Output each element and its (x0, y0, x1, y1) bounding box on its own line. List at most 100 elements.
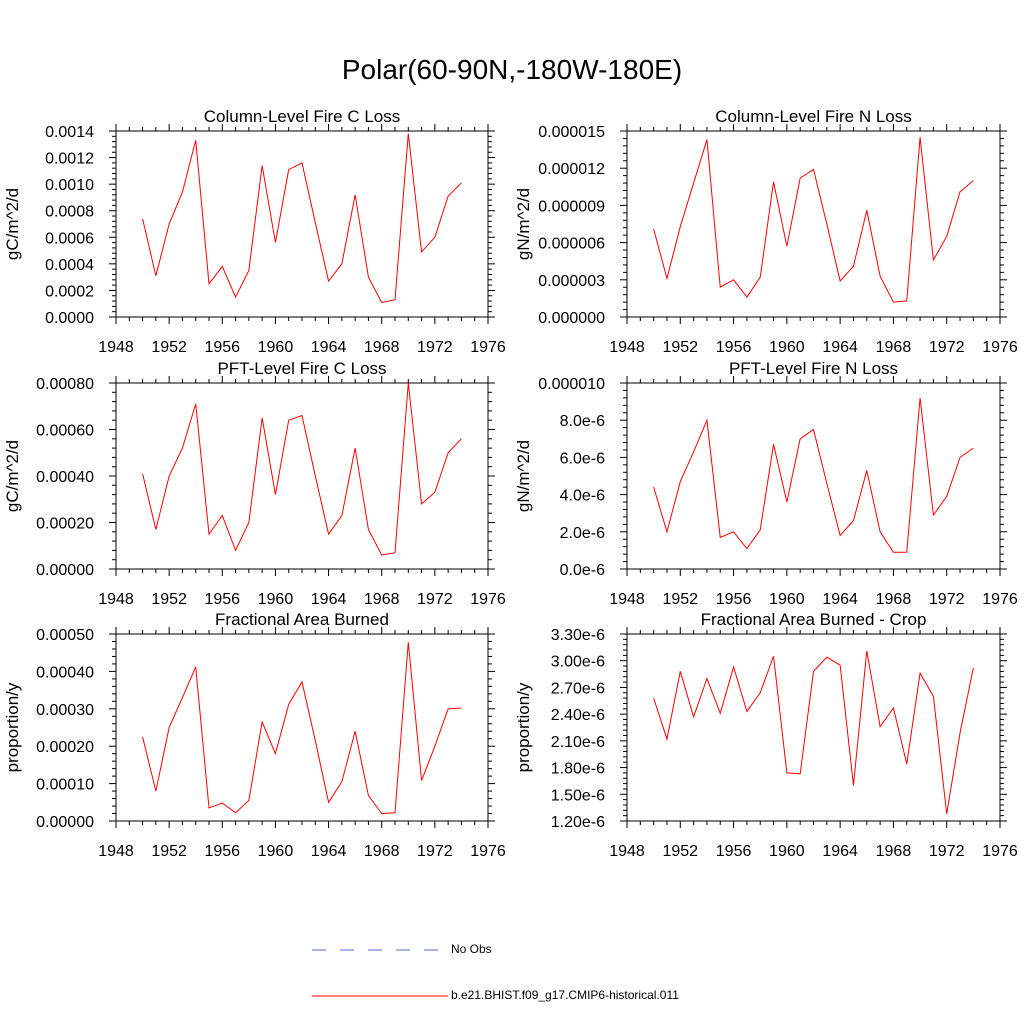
y-tick-label: 0.000012 (538, 161, 605, 178)
x-tick-label: 1968 (876, 339, 912, 356)
y-axis-label: gC/m^2/d (3, 440, 22, 512)
x-tick-label: 1976 (470, 591, 506, 608)
x-tick-label: 1956 (716, 339, 752, 356)
y-tick-label: 0.000010 (538, 376, 605, 393)
legend-label-model-run: b.e21.BHIST.f09_g17.CMIP6-historical.011 (451, 988, 679, 1002)
y-tick-label: 0.0014 (45, 124, 94, 141)
chart-panel-1: Column-Level Fire C Loss gC/m^2/d 1948 1952… (3, 107, 506, 356)
x-tick-label: 1968 (364, 843, 400, 860)
x-tick-label: 1972 (417, 591, 453, 608)
y-tick-label: 3.00e-6 (551, 654, 605, 671)
x-tick-label: 1972 (417, 843, 453, 860)
x-tick-label: 1976 (982, 843, 1018, 860)
x-tick-label: 1960 (258, 591, 294, 608)
y-tick-label: 4.0e-6 (560, 488, 605, 505)
plot-frame (115, 130, 489, 318)
y-tick-label: 0.0002 (45, 283, 94, 300)
x-tick-label: 1948 (98, 339, 134, 356)
y-tick-label: 1.50e-6 (551, 787, 605, 804)
chart-panel-2: Column-Level Fire N Loss gN/m^2/d 1948 1952… (514, 107, 1018, 356)
y-tick-label: 2.70e-6 (551, 680, 605, 697)
y-tick-label: 0.00020 (36, 739, 94, 756)
series-line-1 (653, 650, 974, 814)
x-tick-label: 1972 (417, 339, 453, 356)
chart-title: Column-Level Fire N Loss (715, 107, 912, 126)
x-tick-label: 1976 (982, 591, 1018, 608)
x-tick-label: 1956 (716, 843, 752, 860)
y-tick-label: 0.0e-6 (560, 562, 605, 579)
y-tick-label: 0.0010 (45, 177, 94, 194)
x-tick-label: 1972 (929, 591, 965, 608)
x-tick-label: 1964 (822, 339, 858, 356)
y-tick-label: 3.30e-6 (551, 627, 605, 644)
y-tick-label: 0.00000 (36, 814, 94, 831)
y-tick-label: 0.000015 (538, 124, 605, 141)
y-tick-label: 0.00010 (36, 777, 94, 794)
y-tick-label: 0.0006 (45, 230, 94, 247)
legend-item-no-obs: No Obs (312, 940, 512, 960)
x-tick-label: 1948 (609, 339, 645, 356)
y-axis-label: gN/m^2/d (514, 440, 533, 512)
x-tick-label: 1964 (822, 591, 858, 608)
y-axis-label: proportion/y (514, 682, 533, 772)
chart-panel-4: PFT-Level Fire N Loss gN/m^2/d 1948 1952 195… (514, 359, 1018, 608)
legend-line-solid (312, 995, 448, 997)
legend-item-model-run: b.e21.BHIST.f09_g17.CMIP6-historical.011 (312, 986, 732, 1006)
x-tick-label: 1956 (204, 339, 240, 356)
y-axis-label: gN/m^2/d (514, 188, 533, 260)
chart-title: PFT-Level Fire C Loss (217, 359, 386, 378)
chart-panel-3: PFT-Level Fire C Loss gC/m^2/d 1948 1952 195… (3, 359, 506, 608)
x-tick-label: 1968 (876, 591, 912, 608)
x-tick-label: 1948 (609, 591, 645, 608)
y-tick-label: 0.000006 (538, 236, 605, 253)
x-tick-label: 1968 (876, 843, 912, 860)
y-tick-label: 8.0e-6 (560, 413, 605, 430)
x-tick-label: 1948 (98, 591, 134, 608)
y-tick-label: 0.00030 (36, 702, 94, 719)
page-title: Polar(60-90N,-180W-180E) (341, 54, 683, 85)
y-tick-label: 2.0e-6 (560, 525, 605, 542)
y-axis-label: proportion/y (3, 682, 22, 772)
x-tick-label: 1964 (311, 339, 347, 356)
x-tick-label: 1952 (662, 843, 698, 860)
x-tick-label: 1960 (769, 843, 805, 860)
y-tick-label: 1.20e-6 (551, 814, 605, 831)
x-tick-label: 1952 (151, 843, 187, 860)
y-tick-label: 0.00050 (36, 627, 94, 644)
x-tick-label: 1976 (470, 339, 506, 356)
plot-frame (115, 633, 489, 822)
series-line-1 (653, 397, 974, 553)
x-tick-label: 1952 (662, 339, 698, 356)
y-axis-label: gC/m^2/d (3, 188, 22, 260)
x-tick-label: 1952 (151, 339, 187, 356)
x-tick-label: 1960 (769, 339, 805, 356)
x-tick-label: 1952 (662, 591, 698, 608)
x-tick-label: 1956 (204, 843, 240, 860)
x-tick-label: 1972 (929, 843, 965, 860)
chart-panel-6: Fractional Area Burned - Crop proportion/… (514, 610, 1018, 860)
series-line-1 (142, 642, 462, 815)
y-tick-label: 0.0012 (45, 151, 94, 168)
legend-line-dashed (312, 949, 448, 951)
series-line-1 (142, 382, 462, 556)
legend-label-no-obs: No Obs (451, 942, 492, 956)
y-tick-label: 0.00040 (36, 469, 94, 486)
x-tick-label: 1976 (470, 843, 506, 860)
y-tick-label: 0.00040 (36, 664, 94, 681)
plot-frame (626, 130, 1001, 318)
chart-title: PFT-Level Fire N Loss (729, 359, 898, 378)
y-tick-label: 0.00060 (36, 423, 94, 440)
x-tick-label: 1960 (769, 591, 805, 608)
y-tick-label: 0.000003 (538, 273, 605, 290)
chart-title: Fractional Area Burned (215, 610, 389, 629)
chart-panel-5: Fractional Area Burned proportion/y 1948 19… (3, 610, 506, 860)
x-tick-label: 1964 (822, 843, 858, 860)
series-line-1 (142, 133, 462, 303)
y-tick-label: 0.000000 (538, 310, 605, 327)
x-tick-label: 1964 (311, 843, 347, 860)
x-tick-label: 1964 (311, 591, 347, 608)
chart-title: Column-Level Fire C Loss (204, 107, 401, 126)
y-tick-label: 0.000009 (538, 198, 605, 215)
x-tick-label: 1952 (151, 591, 187, 608)
y-tick-label: 0.0000 (45, 310, 94, 327)
